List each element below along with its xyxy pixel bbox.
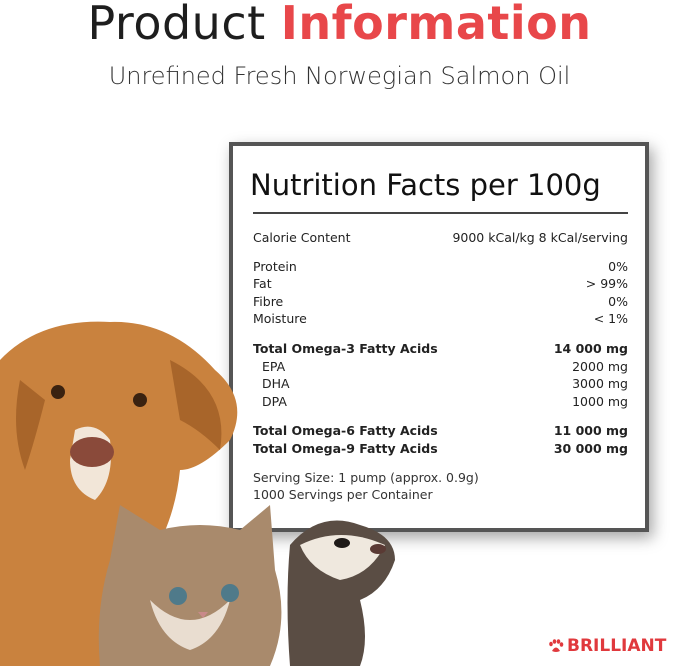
row-value: 0% — [608, 259, 628, 274]
omega9-row: Total Omega-9 Fatty Acids 30 000 mg — [253, 441, 628, 456]
row-label: Fat — [253, 276, 272, 291]
row-value: > 99% — [585, 276, 628, 291]
dha-row: DHA 3000 mg — [253, 376, 628, 391]
protein-row: Protein 0% — [253, 259, 628, 274]
omega3-row: Total Omega-3 Fatty Acids 14 000 mg — [253, 341, 628, 356]
servings-per-container: 1000 Servings per Container — [253, 487, 433, 502]
row-label: DHA — [262, 376, 290, 391]
paw-icon — [549, 639, 564, 652]
row-value: < 1% — [593, 311, 628, 326]
row-label: Moisture — [253, 311, 307, 326]
serving-size: Serving Size: 1 pump (approx. 0.9g) — [253, 470, 479, 485]
row-value: 14 000 mg — [553, 341, 628, 356]
row-label: Total Omega-9 Fatty Acids — [253, 441, 438, 456]
row-label: Calorie Content — [253, 230, 351, 245]
omega6-row: Total Omega-6 Fatty Acids 11 000 mg — [253, 423, 628, 438]
calorie-row: Calorie Content 9000 kCal/kg 8 kCal/servi… — [253, 230, 628, 245]
row-value: 9000 kCal/kg 8 kCal/serving — [452, 230, 628, 245]
page-title: Product Information — [0, 0, 679, 50]
fat-row: Fat > 99% — [253, 276, 628, 291]
row-label: EPA — [262, 359, 286, 374]
pets-photo — [0, 321, 395, 666]
brand-logo: BRILLIANT — [548, 636, 666, 656]
divider — [253, 212, 628, 214]
row-value: 0% — [608, 294, 628, 309]
nutrition-title: Nutrition Facts per 100g — [250, 168, 601, 202]
epa-row: EPA 2000 mg — [253, 359, 628, 374]
ferret-image — [287, 520, 395, 666]
row-label: DPA — [262, 394, 287, 409]
dog-image — [0, 321, 238, 666]
fibre-row: Fibre 0% — [253, 294, 628, 309]
row-value: 3000 mg — [572, 376, 628, 391]
row-label: Total Omega-3 Fatty Acids — [253, 341, 438, 356]
row-label: Protein — [253, 259, 297, 274]
title-accent: Information — [280, 0, 592, 50]
row-value: 30 000 mg — [553, 441, 628, 456]
moisture-row: Moisture < 1% — [253, 311, 628, 326]
dpa-row: DPA 1000 mg — [253, 394, 628, 409]
row-label: Fibre — [253, 294, 284, 309]
row-value: 1000 mg — [572, 394, 628, 409]
cat-image — [98, 505, 282, 666]
title-part1: Product — [87, 0, 266, 50]
row-label: Total Omega-6 Fatty Acids — [253, 423, 438, 438]
page-subtitle: Unrefined Fresh Norwegian Salmon Oil — [108, 62, 571, 90]
row-value: 11 000 mg — [553, 423, 628, 438]
nutrition-facts-panel: Nutrition Facts per 100g Calorie Content… — [229, 142, 649, 532]
brand-name: BRILLIANT — [567, 636, 667, 656]
row-value: 2000 mg — [572, 359, 628, 374]
